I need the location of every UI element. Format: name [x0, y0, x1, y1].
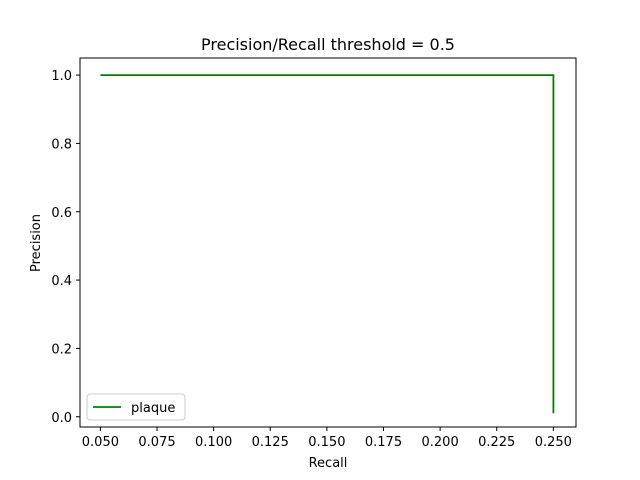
y-tick-label: 0.2	[51, 342, 72, 357]
x-tick-label: 0.250	[535, 435, 572, 450]
y-axis-label: Precision	[29, 214, 44, 272]
y-tick-label: 1.0	[51, 69, 72, 84]
legend: plaque	[86, 393, 186, 421]
y-tick-label: 0.4	[51, 274, 72, 289]
y-tick-label: 0.8	[51, 137, 72, 152]
series-line-plaque	[100, 74, 555, 414]
x-axis-label: Recall	[309, 456, 348, 471]
x-tick-label: 0.200	[422, 435, 459, 450]
x-tick-label: 0.100	[195, 435, 232, 450]
legend-box	[86, 393, 186, 421]
x-tick-label: 0.225	[478, 435, 515, 450]
x-tick-label: 0.075	[138, 435, 175, 450]
y-tick-label: 0.6	[51, 206, 72, 221]
x-tick-label: 0.050	[82, 435, 119, 450]
x-tick-label: 0.125	[252, 435, 289, 450]
x-tick-label: 0.175	[365, 435, 402, 450]
plot-area	[80, 58, 576, 427]
y-tick-label: 0.0	[51, 411, 72, 426]
chart-title: Precision/Recall threshold = 0.5	[201, 35, 455, 54]
plot-frame	[79, 57, 577, 428]
x-tick-label: 0.150	[308, 435, 345, 450]
legend-label-plaque: plaque	[131, 401, 175, 416]
